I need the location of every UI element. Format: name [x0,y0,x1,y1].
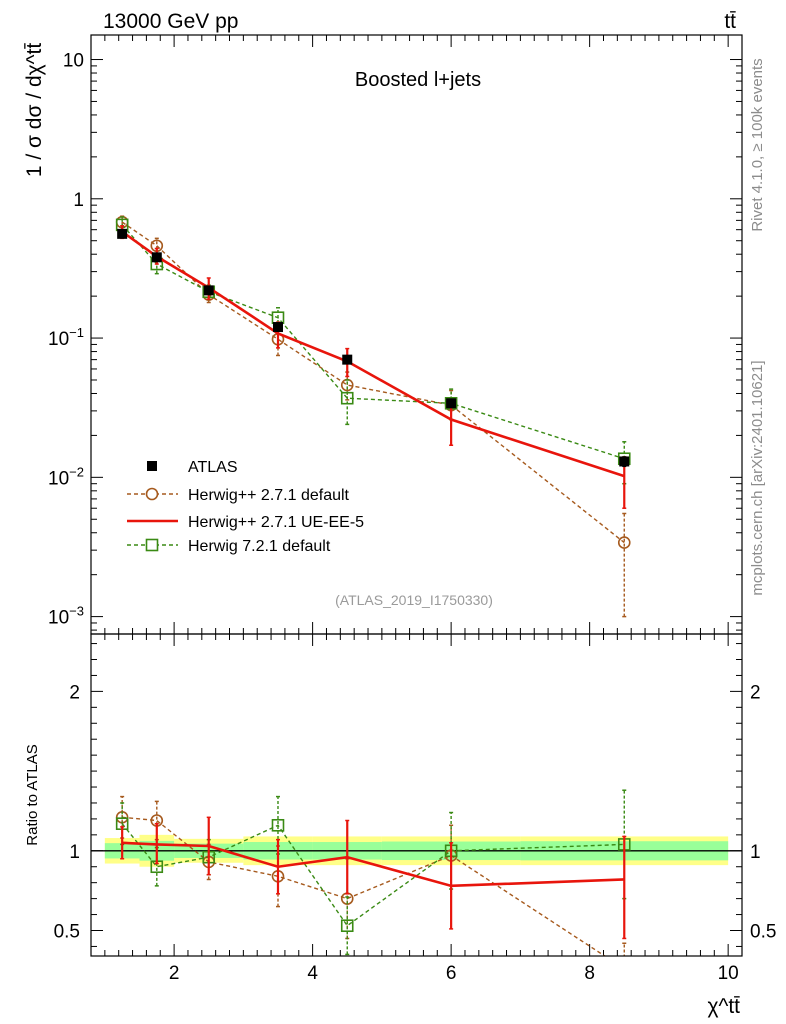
ratio-series-2 [115,789,631,956]
main-ticks: 10 1 10−1 10−2 10−3 [48,35,742,634]
ratio-panel: 0.5 0.5 1 1 2 2 2 4 6 8 10 Ratio to ATLAS χ^tt̄ [24,633,776,1018]
series-1 [115,215,631,618]
legend-marker [147,461,157,471]
legend-label: Herwig++ 2.7.1 UE-EE-5 [188,514,364,531]
ratio-y-tick-label-right: 1 [750,842,761,863]
x-tick-label: 8 [584,963,595,984]
ratio-ticks: 0.5 0.5 1 1 2 2 2 4 6 8 10 [54,634,776,984]
data-point [446,398,457,409]
y-tick-label: 1 [73,190,84,211]
x-tick-label: 2 [169,963,180,984]
data-point [617,536,631,549]
series-0 [117,228,630,468]
ratio-series-0 [115,795,630,974]
legend-entry: ATLAS [147,459,238,476]
legend: ATLAS Herwig++ 2.7.1 default Herwig++ 2.7.… [127,459,364,555]
main-ylabel: 1 / σ dσ / dχ^tt̄ [23,43,46,178]
analysis-id: (ATLAS_2019_I1750330) [335,592,493,608]
legend-entry: Herwig++ 2.7.1 default [127,487,350,504]
data-point [340,919,354,933]
rivet-version-label: Rivet 4.1.0, ≥ 100k events [749,58,766,231]
data-point [271,818,285,832]
legend-entry: Herwig++ 2.7.1 UE-EE-5 [127,514,364,531]
main-panel: 10 1 10−1 10−2 10−3 Boosted l+jets (ATLAS_20… [23,34,743,635]
ratio-ylabel: Ratio to ATLAS [24,744,41,845]
ratio-series-1 [120,816,627,940]
series-line [121,230,625,478]
data-point [340,391,354,405]
series-line [121,224,625,460]
ratio-y-tick-label: 0.5 [54,921,80,942]
ratio-y-tick-label: 1 [69,842,80,863]
x-tick-label: 10 [718,963,739,984]
main-title: Boosted l+jets [355,69,481,91]
legend-label: Herwig 7.2.1 default [188,538,331,555]
ratio-uncertainty-bands [91,834,742,867]
y-tick-label: 10−1 [48,325,84,350]
legend-marker [145,487,159,501]
series-3 [115,216,631,485]
legend-label: ATLAS [188,459,238,476]
y-tick-label: 10−3 [48,604,84,629]
ratio-frame [90,633,743,957]
data-point [117,228,128,239]
data-point [619,963,630,974]
ratio-y-tick-label-right: 0.5 [750,921,776,942]
data-point [151,252,162,263]
mcplots-label: mcplots.cern.ch [arXiv:2401.10621] [749,360,766,595]
ratio-y-tick-label: 2 [69,682,80,703]
main-series [115,215,631,618]
x-axis-label: χ^tt̄ [707,995,740,1018]
x-tick-label: 6 [446,963,457,984]
data-point [342,354,353,365]
ratio-y-tick-label-right: 2 [750,682,761,703]
legend-label: Herwig++ 2.7.1 default [188,487,350,504]
beam-label: 13000 GeV pp [103,10,238,33]
ratio-series [115,789,631,974]
legend-marker [145,538,159,552]
legend-entry: Herwig 7.2.1 default [127,538,331,555]
data-point [272,322,283,333]
x-tick-label: 4 [307,963,318,984]
y-tick-label: 10−2 [48,464,84,489]
data-point [203,285,214,296]
process-label: tt̄ [724,10,736,33]
series-line [122,841,625,888]
data-point [619,456,630,467]
y-tick-label: 10 [63,51,84,72]
